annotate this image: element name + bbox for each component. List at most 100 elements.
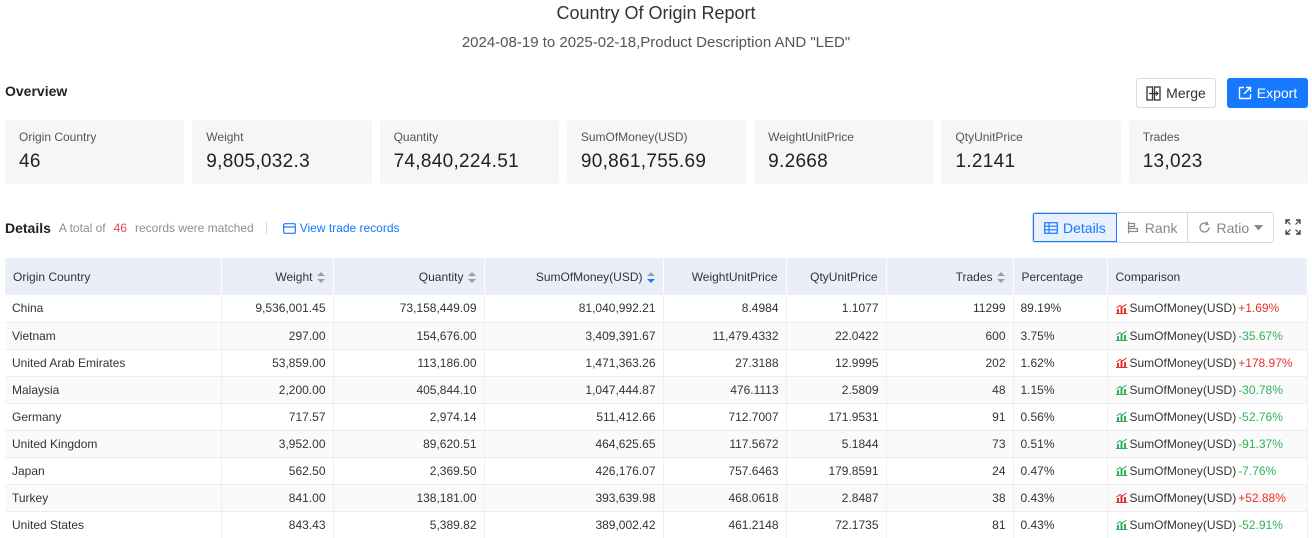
- sort-icon[interactable]: [316, 271, 325, 283]
- tab-details-label: Details: [1063, 219, 1106, 236]
- tab-details[interactable]: Details: [1033, 213, 1117, 242]
- details-heading: Details: [5, 220, 51, 236]
- cell-comparison: SumOfMoney(USD) +178.97%: [1107, 349, 1308, 377]
- table-row: United States 843.43 5,389.82 389,002.42 461…: [5, 511, 1308, 538]
- cell-qty-unit-price: 179.8591: [786, 457, 887, 485]
- stat-card-origin-country: Origin Country 46: [5, 120, 185, 184]
- cell-trades: 73: [886, 430, 1014, 458]
- cell-weight: 717.57: [221, 403, 334, 431]
- col-sum-of-money[interactable]: SumOfMoney(USD): [484, 258, 664, 295]
- cell-qty-unit-price: 2.5809: [786, 376, 887, 404]
- trend-down-icon: [1115, 384, 1127, 395]
- cell-percentage: 89.19%: [1013, 295, 1108, 323]
- cell-qty-unit-price: 171.9531: [786, 403, 887, 431]
- cell-weight: 9,536,001.45: [221, 295, 334, 323]
- view-toggle: Details Rank Ratio: [1032, 212, 1275, 243]
- trend-up-icon: [1115, 492, 1127, 503]
- col-weight[interactable]: Weight: [221, 258, 334, 295]
- cell-comparison: SumOfMoney(USD) +52.88%: [1107, 484, 1308, 512]
- chevron-down-icon: [1254, 224, 1264, 230]
- overview-stats: Origin Country 46 Weight 9,805,032.3 Qua…: [5, 120, 1308, 184]
- cell-trades: 24: [886, 457, 1014, 485]
- grid-icon: [1044, 221, 1058, 234]
- comparison-metric: SumOfMoney(USD): [1129, 355, 1237, 370]
- col-qty-unit-price: QtyUnitPrice: [786, 258, 887, 295]
- export-button[interactable]: Export: [1227, 78, 1308, 108]
- cell-origin-country: United Kingdom: [5, 430, 222, 458]
- record-count: 46: [113, 221, 127, 235]
- cell-comparison: SumOfMoney(USD) -35.67%: [1107, 322, 1308, 350]
- origin-country-table: Origin Country Weight Quantity SumOfMone…: [5, 258, 1308, 538]
- column-header-label: Trades: [955, 269, 993, 284]
- column-header-label: WeightUnitPrice: [691, 269, 778, 284]
- cell-percentage: 0.56%: [1013, 403, 1108, 431]
- stat-card-weight: Weight 9,805,032.3: [192, 120, 372, 184]
- col-comparison: Comparison: [1107, 258, 1308, 295]
- stat-label: Weight: [206, 130, 244, 144]
- cell-weight: 841.00: [221, 484, 334, 512]
- col-trades[interactable]: Trades: [886, 258, 1014, 295]
- merge-button[interactable]: Merge: [1136, 78, 1216, 108]
- comparison-metric: SumOfMoney(USD): [1129, 328, 1237, 343]
- cell-origin-country: China: [5, 295, 222, 323]
- cell-quantity: 154,676.00: [333, 322, 485, 350]
- sort-icon[interactable]: [467, 271, 476, 283]
- table-row: China 9,536,001.45 73,158,449.09 81,040,992…: [5, 295, 1308, 323]
- merge-label: Merge: [1166, 85, 1206, 101]
- cell-origin-country: Germany: [5, 403, 222, 431]
- cell-quantity: 73,158,449.09: [333, 295, 485, 323]
- details-bar: Details A total of 46 records were match…: [5, 219, 400, 237]
- cell-weight-unit-price: 27.3188: [663, 349, 787, 377]
- total-suffix: records were matched: [134, 221, 254, 235]
- table-link-icon: [282, 222, 296, 234]
- cell-trades: 202: [886, 349, 1014, 377]
- table-row: Vietnam 297.00 154,676.00 3,409,391.67 11,47…: [5, 322, 1308, 350]
- cell-origin-country: Malaysia: [5, 376, 222, 404]
- comparison-change: -35.67%: [1238, 328, 1283, 343]
- overview-heading: Overview: [5, 83, 68, 99]
- fullscreen-button[interactable]: [1285, 219, 1301, 240]
- sort-icon[interactable]: [996, 271, 1005, 283]
- cell-weight-unit-price: 11,479.4332: [663, 322, 787, 350]
- col-quantity[interactable]: Quantity: [333, 258, 485, 295]
- view-trade-records-link[interactable]: View trade records: [282, 221, 400, 235]
- cell-trades: 11299: [886, 295, 1014, 323]
- stat-value: 46: [19, 151, 41, 172]
- comparison-change: +1.69%: [1238, 301, 1280, 316]
- stat-label: Trades: [1142, 130, 1180, 144]
- report-title: Country Of Origin Report: [556, 3, 756, 23]
- col-origin-country: Origin Country: [5, 258, 222, 295]
- cell-percentage: 1.62%: [1013, 349, 1108, 377]
- comparison-metric: SumOfMoney(USD): [1129, 436, 1237, 451]
- column-header-label: Comparison: [1115, 269, 1181, 284]
- total-prefix: A total of: [58, 221, 106, 235]
- cell-comparison: SumOfMoney(USD) +1.69%: [1107, 295, 1308, 323]
- cell-sum-of-money: 1,047,444.87: [484, 376, 664, 404]
- cell-sum-of-money: 81,040,992.21: [484, 295, 664, 323]
- stat-label: SumOfMoney(USD): [580, 130, 688, 144]
- cell-qty-unit-price: 22.0422: [786, 322, 887, 350]
- stat-value: 74,840,224.51: [393, 151, 519, 172]
- col-weight-unit-price: WeightUnitPrice: [663, 258, 787, 295]
- table-row: United Kingdom 3,952.00 89,620.51 464,625.6…: [5, 430, 1308, 458]
- tab-rank[interactable]: Rank: [1117, 213, 1189, 242]
- comparison-metric: SumOfMoney(USD): [1129, 301, 1237, 316]
- cell-origin-country: United Arab Emirates: [5, 349, 222, 377]
- cell-percentage: 0.43%: [1013, 484, 1108, 512]
- cell-qty-unit-price: 5.1844: [786, 430, 887, 458]
- sort-icon[interactable]: [646, 271, 655, 283]
- comparison-change: -7.76%: [1238, 463, 1277, 478]
- table-row: Turkey 841.00 138,181.00 393,639.98 468.0618…: [5, 484, 1308, 512]
- comparison-metric: SumOfMoney(USD): [1129, 517, 1237, 532]
- trend-down-icon: [1115, 438, 1127, 449]
- tab-ratio[interactable]: Ratio: [1188, 213, 1273, 242]
- cell-percentage: 1.15%: [1013, 376, 1108, 404]
- column-header-label: Weight: [275, 269, 313, 284]
- stat-label: Quantity: [393, 130, 439, 144]
- cell-comparison: SumOfMoney(USD) -7.76%: [1107, 457, 1308, 485]
- stat-card-trades: Trades 13,023: [1128, 120, 1308, 184]
- cell-trades: 91: [886, 403, 1014, 431]
- cell-comparison: SumOfMoney(USD) -52.76%: [1107, 403, 1308, 431]
- comparison-metric: SumOfMoney(USD): [1129, 463, 1237, 478]
- cell-sum-of-money: 389,002.42: [484, 511, 664, 538]
